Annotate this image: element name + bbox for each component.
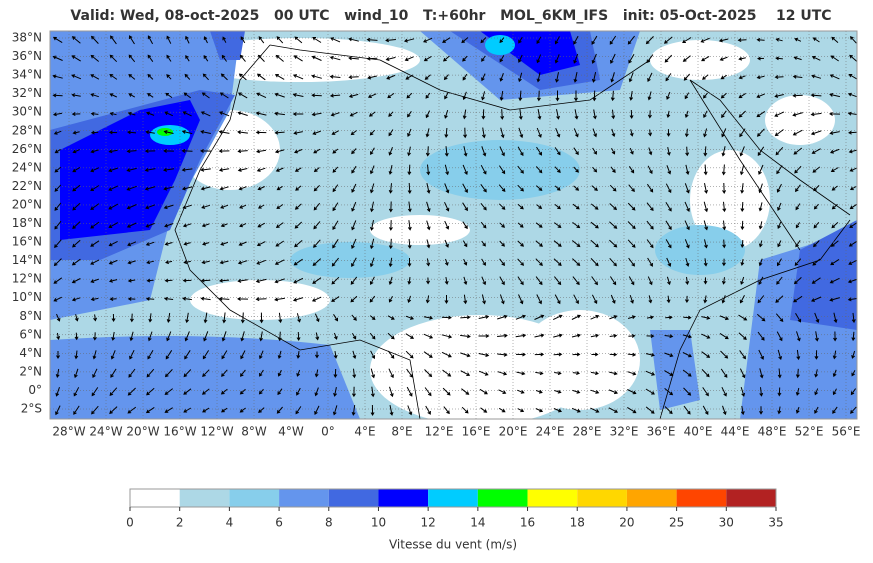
lat-label: 8°N [19,309,42,323]
colorbar-tick-label: 25 [669,516,684,530]
wind-arrows [52,35,857,416]
colorbar-tick-label: 14 [470,516,485,530]
light-wind-areas [290,140,745,278]
lat-label: 14°N [12,253,42,267]
lat-label: 2°S [21,402,42,416]
lon-label: 8°W [241,425,267,439]
colorbar-frame [129,488,777,508]
colorbar-segment [726,489,776,507]
lat-label: 24°N [12,160,42,174]
lon-label: 24°E [536,425,565,439]
lon-label: 8°E [391,425,412,439]
map-field [50,31,857,419]
colorbar-tick-label: 30 [719,516,734,530]
lat-label: 10°N [12,290,42,304]
lat-label: 26°N [12,142,42,156]
lon-label: 36°E [647,425,676,439]
colorbar-tick-label: 16 [520,516,535,530]
colorbar-tick-label: 8 [325,516,333,530]
lat-label: 36°N [12,49,42,63]
lat-label: 4°N [19,346,42,360]
lat-labels: 38°N 36°N 34°N 32°N 30°N 28°N 26°N 24°N 22°N 20°N… [12,31,42,416]
lon-label: 16°W [163,425,196,439]
lat-label: 22°N [12,179,42,193]
colorbar-segment [428,489,478,507]
lon-label: 20°W [126,425,159,439]
colorbar-segment [577,489,627,507]
colorbar-tick-label: 6 [275,516,283,530]
colorbar: 0 2 4 6 8 10 12 14 16 18 20 25 30 35 [126,488,784,530]
map-title: Valid: Wed, 08-oct-2025 00 UTC wind_10 T… [70,8,831,24]
lat-label: 16°N [12,235,42,249]
lat-label: 32°N [12,86,42,100]
colorbar-tick-label: 4 [226,516,234,530]
lon-label: 28°W [52,425,85,439]
map-frame [49,30,858,420]
lon-label: 4°E [354,425,375,439]
lon-label: 0° [321,425,335,439]
lon-label: 16°E [462,425,491,439]
lat-label: 20°N [12,197,42,211]
lon-label: 52°E [795,425,824,439]
lon-label: 4°W [278,425,304,439]
lon-label: 56°E [832,425,861,439]
colorbar-tick-label: 10 [371,516,386,530]
lat-label: 34°N [12,68,42,82]
colorbar-segment [378,489,429,507]
colorbar-segment [676,489,727,507]
lon-label: 48°E [758,425,787,439]
lon-label: 28°E [573,425,602,439]
colorbar-segment [626,489,677,507]
colorbar-tick-label: 20 [619,516,634,530]
lon-label: 40°E [684,425,713,439]
colorbar-segment [179,489,230,507]
lon-label: 44°E [721,425,750,439]
coastline [174,44,851,419]
lon-labels: 28°W 24°W 20°W 16°W 12°W 8°W 4°W 0° 4°E 8°E 12°E 16… [52,425,860,439]
lat-label: 30°N [12,105,42,119]
colorbar-segment [229,489,280,507]
lon-label: 24°W [89,425,122,439]
lat-label: 6°N [19,327,42,341]
colorbar-segment [130,489,180,507]
colorbar-tick-label: 0 [126,516,134,530]
colorbar-segment [279,489,329,507]
lat-label: 12°N [12,272,42,286]
lat-label: 0° [28,383,42,397]
colorbar-segment [477,489,528,507]
lat-label: 28°N [12,123,42,137]
lon-label: 32°E [610,425,639,439]
colorbar-label: Vitesse du vent (m/s) [389,538,517,552]
lat-label: 18°N [12,216,42,230]
colorbar-tick-label: 18 [570,516,585,530]
lon-label: 20°E [499,425,528,439]
lon-label: 12°E [425,425,454,439]
lat-label: 2°N [19,364,42,378]
colorbar-segment [328,489,379,507]
colorbar-segment [527,489,578,507]
colorbar-tick-label: 35 [768,516,783,530]
lon-label: 12°W [200,425,233,439]
lat-label: 38°N [12,31,42,45]
colorbar-tick-label: 12 [421,516,436,530]
colorbar-tick-label: 2 [176,516,184,530]
